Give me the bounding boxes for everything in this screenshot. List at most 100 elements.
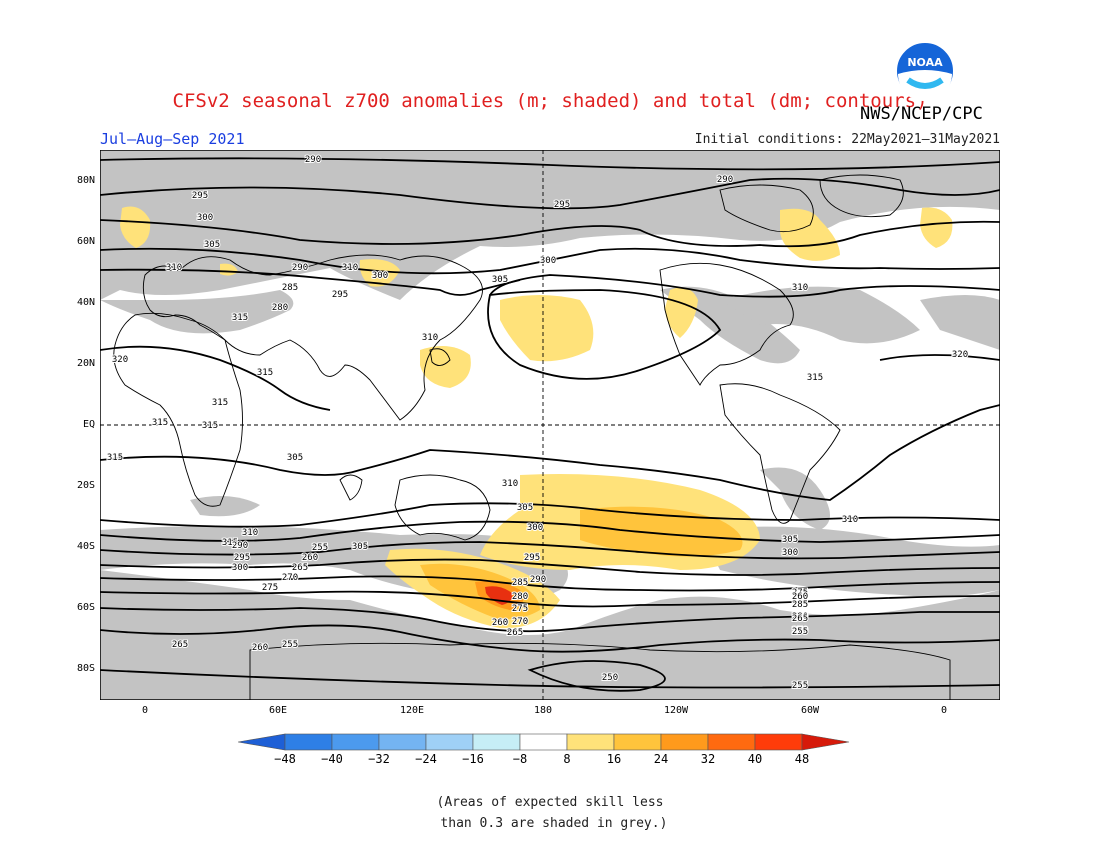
contour-label: 315	[257, 368, 273, 378]
contour-label: 315	[222, 538, 238, 548]
contour-label: 315	[107, 453, 123, 463]
colorbar-cell	[472, 733, 521, 751]
colorbar-cell	[331, 733, 380, 751]
colorbar-tick-label: 24	[653, 752, 669, 766]
contour-label: 315	[212, 398, 228, 408]
contour-label: 290	[232, 541, 248, 551]
contour-label: 280	[792, 612, 808, 622]
height-contours	[100, 157, 1000, 692]
contour-label: 260	[252, 643, 268, 653]
contour-label: 250	[602, 673, 618, 683]
lon-label-120w: 120W	[663, 705, 689, 716]
contour-label: 315	[232, 313, 248, 323]
contour-label: 290	[530, 575, 546, 585]
lat-label-60n: 60N	[76, 236, 95, 247]
contour-label: 300	[540, 256, 556, 266]
lat-label-80s: 80S	[76, 663, 95, 674]
contour-label: 300	[527, 523, 543, 533]
contour-label: 270	[282, 573, 298, 583]
contour-label: 310	[242, 528, 258, 538]
contour-label: 315	[152, 418, 168, 428]
contour-label: 295	[524, 553, 540, 563]
colorbar-cell	[613, 733, 662, 751]
contour-label: 265	[172, 640, 188, 650]
agency-label: NWS/NCEP/CPC	[860, 104, 983, 124]
contour-label: 255	[312, 543, 328, 553]
lat-label-80n: 80N	[76, 175, 95, 186]
contour-label: 290	[292, 263, 308, 273]
contour-label: 300	[232, 563, 248, 573]
contour-label: 315	[202, 421, 218, 431]
lon-label-60e: 60E	[268, 705, 288, 716]
colorbar-tick-label: 16	[606, 752, 622, 766]
contour-label: 280	[272, 303, 288, 313]
lon-label-60w: 60W	[800, 705, 820, 716]
contour-label: 295	[332, 290, 348, 300]
lon-label-0-east: 0	[940, 705, 948, 716]
contour-label: 280	[512, 592, 528, 602]
contour-label: 310	[502, 479, 518, 489]
coastlines	[113, 174, 951, 700]
season-label: Jul–Aug–Sep 2021	[100, 130, 245, 148]
contour-label: 260	[302, 553, 318, 563]
contour-label: 310	[842, 515, 858, 525]
contour-label: 285	[792, 600, 808, 610]
colorbar-tick-label: −32	[368, 752, 390, 766]
lon-label-120e: 120E	[399, 705, 425, 716]
noaa-logo-icon: NOAA	[895, 41, 955, 101]
positive-anomaly-shading	[120, 206, 953, 629]
colorbar-cell	[660, 733, 709, 751]
contour-label: 295	[234, 553, 250, 563]
colorbar-cell	[519, 733, 568, 751]
colorbar-cells	[238, 733, 850, 751]
colorbar	[238, 733, 850, 751]
contour-label: 305	[492, 275, 508, 285]
contour-label: 255	[282, 640, 298, 650]
contour-label: 305	[517, 503, 533, 513]
colorbar-tick-label: −48	[274, 752, 296, 766]
lat-label-20n: 20N	[76, 358, 95, 369]
lat-label-40n: 40N	[76, 297, 95, 308]
contour-label: 290	[305, 155, 321, 165]
contour-label: 310	[422, 333, 438, 343]
contour-label: 310	[792, 283, 808, 293]
lon-label-180: 180	[533, 705, 553, 716]
contour-label: 260	[492, 618, 508, 628]
contour-label: 255	[792, 681, 808, 691]
colorbar-tick-label: 40	[747, 752, 763, 766]
colorbar-cell	[284, 733, 333, 751]
contour-label: 285	[282, 283, 298, 293]
lat-label-60s: 60S	[76, 602, 95, 613]
contour-label: 310	[166, 263, 182, 273]
colorbar-cell	[378, 733, 427, 751]
lat-label-20s: 20S	[76, 480, 95, 491]
contour-label: 260	[792, 592, 808, 602]
contour-label: 255	[792, 627, 808, 637]
contour-label-layer: 2902953003053103153203103153153153203153…	[106, 154, 969, 692]
contour-label: 270	[512, 617, 528, 627]
map-title: CFSv2 seasonal z700 anomalies (m; shaded…	[172, 90, 928, 112]
contour-label: 265	[507, 628, 523, 638]
contour-label: 265	[792, 614, 808, 624]
lat-label-40s: 40S	[76, 541, 95, 552]
contour-label: 275	[792, 588, 808, 598]
colorbar-cell	[801, 733, 850, 751]
contour-label: 270	[792, 626, 808, 636]
contour-label: 265	[292, 563, 308, 573]
contour-label: 295	[554, 200, 570, 210]
contour-label: 275	[512, 604, 528, 614]
logo-text: NOAA	[907, 56, 943, 69]
contour-label: 305	[204, 240, 220, 250]
contour-label: 285	[512, 578, 528, 588]
contour-label: 320	[112, 355, 128, 365]
contour-label: 300	[372, 271, 388, 281]
contour-label: 310	[342, 263, 358, 273]
colorbar-tick-label: 32	[700, 752, 716, 766]
contour-label: 275	[262, 583, 278, 593]
lon-label-0: 0	[141, 705, 149, 716]
colorbar-tick-label: 48	[794, 752, 810, 766]
contour-label: 305	[352, 542, 368, 552]
colorbar-tick-label: −24	[415, 752, 437, 766]
contour-label: 290	[717, 175, 733, 185]
skill-note: (Areas of expected skill less than 0.3 a…	[436, 795, 668, 831]
